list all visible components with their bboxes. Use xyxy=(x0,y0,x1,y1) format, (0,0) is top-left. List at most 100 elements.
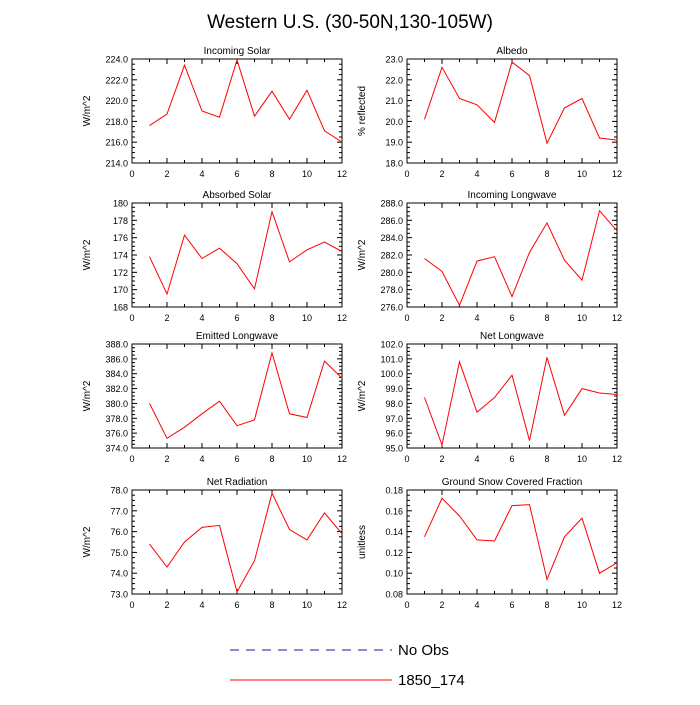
y-tick-label: 388.0 xyxy=(105,340,128,350)
x-tick-label: 8 xyxy=(544,600,549,610)
panel-net-radiation: Net Radiation W/m^2 0 2 4 6 8 10 12 73.0 74.0 75.0 7… xyxy=(82,477,347,610)
plot-frame-albedo xyxy=(406,58,618,164)
panel-title-incoming-solar: Incoming Solar xyxy=(204,46,271,57)
x-tick-label: 2 xyxy=(439,169,444,179)
x-tick-label: 4 xyxy=(474,600,479,610)
x-tick-label: 6 xyxy=(509,313,514,323)
figure-title: Western U.S. (30-50N,130-105W) xyxy=(207,12,493,33)
y-tick-label: 100.0 xyxy=(380,369,403,379)
y-tick-label: 224.0 xyxy=(105,55,128,65)
y-tick-label: 98.0 xyxy=(385,399,403,409)
x-tick-label: 0 xyxy=(404,169,409,179)
y-tick-label: 282.0 xyxy=(380,251,403,261)
x-tick-label: 12 xyxy=(337,169,347,179)
panel-emitted-longwave: Emitted Longwave W/m^2 0 2 4 6 8 10 12 374.0 376.0… xyxy=(82,331,347,464)
x-tick-label: 8 xyxy=(269,169,274,179)
series-line-1850-174-ground-snow-covered-fraction xyxy=(424,497,617,582)
x-tick-label: 4 xyxy=(474,454,479,464)
y-tick-label: 220.0 xyxy=(105,96,128,106)
y-tick-label: 288.0 xyxy=(380,199,403,209)
y-axis-label-incoming-longwave: W/m^2 xyxy=(357,239,368,270)
y-tick-label: 20.0 xyxy=(385,117,403,127)
x-tick-label: 4 xyxy=(199,313,204,323)
panels: Incoming Solar W/m^2 0 2 4 6 8 10 12 214.0 216.0 2 1… xyxy=(82,46,622,610)
y-tick-label: 0.18 xyxy=(385,486,403,496)
x-tick-label: 8 xyxy=(544,313,549,323)
series-line-1850-174-albedo xyxy=(424,61,617,145)
x-tick-label: 12 xyxy=(337,313,347,323)
y-tick-label: 178 xyxy=(113,216,128,226)
y-tick-label: 96.0 xyxy=(385,429,403,439)
y-tick-label: 99.0 xyxy=(385,384,403,394)
x-tick-label: 12 xyxy=(337,454,347,464)
x-tick-label: 6 xyxy=(509,169,514,179)
x-tick-label: 12 xyxy=(612,313,622,323)
x-tick-label: 0 xyxy=(129,313,134,323)
y-tick-label: 286.0 xyxy=(380,216,403,226)
y-tick-label: 382.0 xyxy=(105,384,128,394)
y-tick-label: 76.0 xyxy=(110,527,128,537)
x-tick-label: 12 xyxy=(612,454,622,464)
y-tick-label: 102.0 xyxy=(380,340,403,350)
x-tick-label: 6 xyxy=(509,454,514,464)
y-tick-label: 73.0 xyxy=(110,590,128,600)
y-axis-label-ground-snow-covered-fraction: unitless xyxy=(357,525,368,559)
x-tick-label: 10 xyxy=(302,313,312,323)
x-tick-label: 10 xyxy=(577,313,587,323)
y-tick-label: 170 xyxy=(113,285,128,295)
panel-title-net-longwave: Net Longwave xyxy=(480,331,544,342)
panel-ground-snow-covered-fraction: Ground Snow Covered Fraction unitless 0 2 4 6… xyxy=(357,477,622,610)
x-tick-label: 12 xyxy=(612,169,622,179)
panel-incoming-solar: Incoming Solar W/m^2 0 2 4 6 8 10 12 214.0 216.0 21… xyxy=(82,46,347,179)
series-line-1850-174-net-radiation xyxy=(149,491,342,594)
x-tick-label: 2 xyxy=(164,600,169,610)
y-tick-label: 0.10 xyxy=(385,569,403,579)
y-tick-label: 384.0 xyxy=(105,369,128,379)
x-tick-label: 2 xyxy=(439,313,444,323)
y-tick-label: 216.0 xyxy=(105,138,128,148)
x-tick-label: 2 xyxy=(164,169,169,179)
x-tick-label: 10 xyxy=(577,600,587,610)
y-tick-label: 0.08 xyxy=(385,590,403,600)
x-tick-label: 2 xyxy=(439,600,444,610)
y-tick-label: 376.0 xyxy=(105,429,128,439)
y-tick-label: 23.0 xyxy=(385,55,403,65)
plot-frame-net-radiation xyxy=(131,489,343,595)
panel-title-ground-snow-covered-fraction: Ground Snow Covered Fraction xyxy=(442,477,583,488)
y-tick-label: 75.0 xyxy=(110,548,128,558)
x-tick-label: 8 xyxy=(544,454,549,464)
y-axis-label-incoming-solar: W/m^2 xyxy=(82,95,93,126)
y-tick-label: 18.0 xyxy=(385,159,403,169)
plot-frame-incoming-longwave xyxy=(406,202,618,308)
y-axis-label-emitted-longwave: W/m^2 xyxy=(82,380,93,411)
y-tick-label: 95.0 xyxy=(385,444,403,454)
legend-label-no-obs: No Obs xyxy=(398,642,449,659)
x-tick-label: 2 xyxy=(439,454,444,464)
panel-title-absorbed-solar: Absorbed Solar xyxy=(203,190,273,201)
x-tick-label: 8 xyxy=(269,600,274,610)
y-tick-label: 214.0 xyxy=(105,159,128,169)
x-tick-label: 10 xyxy=(302,600,312,610)
x-tick-label: 4 xyxy=(199,600,204,610)
x-tick-label: 0 xyxy=(129,454,134,464)
series-line-1850-174-absorbed-solar xyxy=(149,209,342,296)
x-tick-label: 0 xyxy=(129,600,134,610)
series-line-1850-174-incoming-solar xyxy=(149,59,342,143)
x-tick-label: 4 xyxy=(474,313,479,323)
x-tick-label: 0 xyxy=(129,169,134,179)
y-tick-label: 101.0 xyxy=(380,354,403,364)
x-tick-label: 12 xyxy=(337,600,347,610)
y-tick-label: 0.16 xyxy=(385,506,403,516)
y-tick-label: 386.0 xyxy=(105,354,128,364)
y-tick-label: 374.0 xyxy=(105,444,128,454)
panel-title-albedo: Albedo xyxy=(496,46,528,57)
x-tick-label: 10 xyxy=(577,454,587,464)
plot-frame-absorbed-solar xyxy=(131,202,343,308)
x-tick-label: 0 xyxy=(404,600,409,610)
y-tick-label: 278.0 xyxy=(380,285,403,295)
y-tick-label: 176 xyxy=(113,233,128,243)
y-tick-label: 0.14 xyxy=(385,527,403,537)
x-tick-label: 6 xyxy=(234,600,239,610)
y-tick-label: 276.0 xyxy=(380,303,403,313)
y-tick-label: 78.0 xyxy=(110,486,128,496)
